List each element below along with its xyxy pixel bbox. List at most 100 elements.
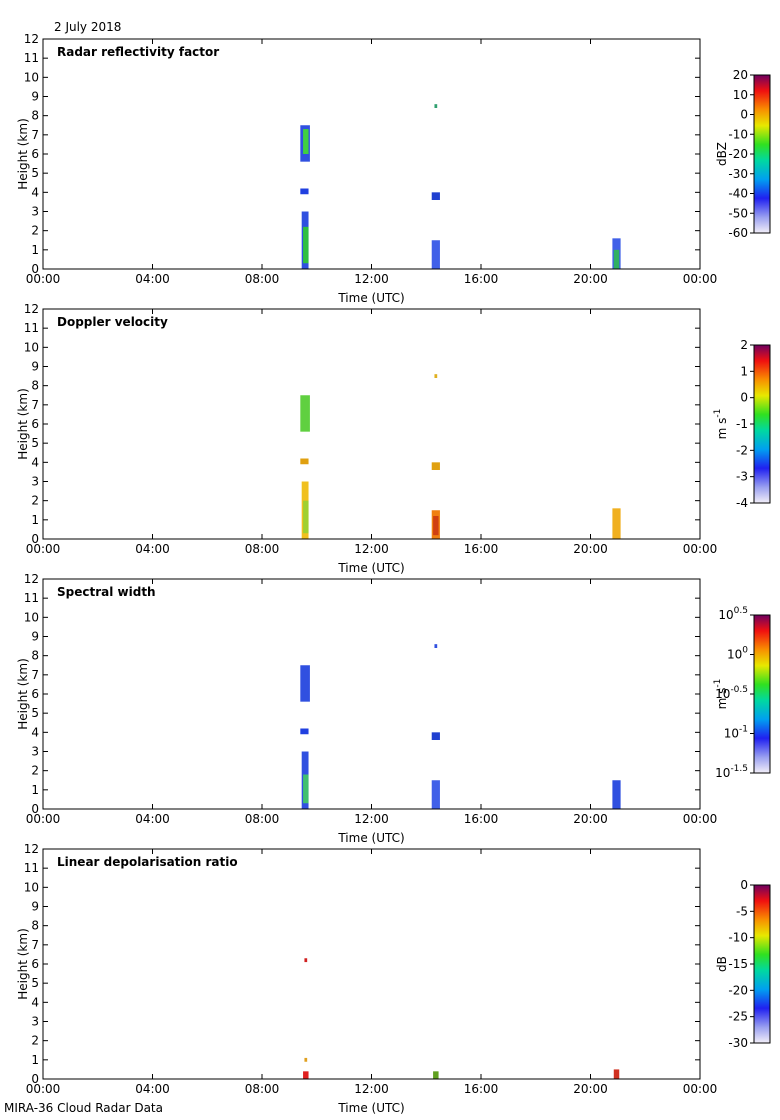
date-label: 2 July 2018 <box>54 20 122 34</box>
y-tick-label: 0 <box>31 532 39 546</box>
echo-9 <box>612 508 621 539</box>
echo-5 <box>613 1069 620 1079</box>
x-tick-label: 04:00 <box>135 812 170 826</box>
colorbar-tick-label: -4 <box>736 496 748 510</box>
colorbar-tick-label: -3 <box>736 470 748 484</box>
y-tick-label: 5 <box>31 706 39 720</box>
x-tick-label: 20:00 <box>573 272 608 286</box>
x-axis-label: Time (UTC) <box>337 831 404 845</box>
echo-8 <box>434 374 438 378</box>
x-tick-label: 12:00 <box>354 812 389 826</box>
y-tick-label: 0 <box>31 1072 39 1086</box>
x-tick-label: 04:00 <box>135 272 170 286</box>
colorbar-tick-label: -25 <box>728 1010 748 1024</box>
y-tick-label: 3 <box>31 205 39 219</box>
y-tick-label: 7 <box>31 398 39 412</box>
colorbar-label: m s-1 <box>713 409 729 440</box>
echo-6 <box>433 516 439 536</box>
echo-7 <box>434 644 438 648</box>
y-tick-label: 10 <box>24 610 39 624</box>
colorbar-tick-label: 10-1.5 <box>715 764 748 780</box>
colorbar-tick-label: 10 <box>733 88 748 102</box>
colorbar-tick-label: -1 <box>736 417 748 431</box>
x-tick-label: 08:00 <box>245 1082 280 1096</box>
colorbar <box>753 614 771 774</box>
echo-7 <box>431 192 440 200</box>
echo-3 <box>304 958 308 963</box>
plot-frame <box>42 848 701 1080</box>
colorbar-tick-label: -40 <box>728 187 748 201</box>
y-tick-label: 7 <box>31 668 39 682</box>
y-tick-label: 1 <box>31 513 39 527</box>
colorbar-tick-label: 0 <box>740 878 748 892</box>
colorbar-label: dB <box>715 956 729 972</box>
plot-frame <box>42 38 701 270</box>
y-tick-label: 0 <box>31 802 39 816</box>
y-tick-label: 7 <box>31 938 39 952</box>
colorbar-tick-label: -20 <box>728 983 748 997</box>
x-tick-label: 00:00 <box>683 542 718 556</box>
echo-3 <box>300 728 309 735</box>
y-tick-label: 4 <box>31 995 39 1009</box>
y-tick-label: 11 <box>24 591 39 605</box>
colorbar-tick-label: 2 <box>740 338 748 352</box>
colorbar-tick-label: -30 <box>728 167 748 181</box>
y-axis-label: Height (km) <box>16 118 30 189</box>
y-tick-label: 4 <box>31 725 39 739</box>
x-tick-label: 00:00 <box>683 812 718 826</box>
echo-8 <box>434 104 438 108</box>
y-tick-label: 10 <box>24 340 39 354</box>
plot-frame <box>42 308 701 540</box>
x-tick-label: 04:00 <box>135 1082 170 1096</box>
y-tick-label: 3 <box>31 475 39 489</box>
colorbar-tick-label: 10-1 <box>724 725 748 741</box>
x-tick-label: 20:00 <box>573 812 608 826</box>
colorbar-tick-label: 20 <box>733 68 748 82</box>
y-axis-label: Height (km) <box>16 928 30 999</box>
y-tick-label: 9 <box>31 360 39 374</box>
colorbar-tick-label: -60 <box>728 226 748 240</box>
colorbar-label: m s-1 <box>713 679 729 710</box>
y-tick-label: 8 <box>31 109 39 123</box>
y-tick-label: 2 <box>31 1034 39 1048</box>
x-tick-label: 12:00 <box>354 272 389 286</box>
y-tick-label: 2 <box>31 764 39 778</box>
echo-3 <box>300 458 309 465</box>
y-tick-label: 11 <box>24 51 39 65</box>
x-tick-label: 08:00 <box>245 812 280 826</box>
x-tick-label: 16:00 <box>464 272 499 286</box>
colorbar-tick-label: -5 <box>736 904 748 918</box>
y-tick-label: 10 <box>24 70 39 84</box>
x-tick-label: 00:00 <box>683 272 718 286</box>
colorbar-tick-label: -30 <box>728 1036 748 1050</box>
y-tick-label: 8 <box>31 649 39 663</box>
y-tick-label: 10 <box>24 880 39 894</box>
footer-label: MIRA-36 Cloud Radar Data <box>4 1101 163 1115</box>
x-tick-label: 16:00 <box>464 812 499 826</box>
colorbar-tick-label: -2 <box>736 443 748 457</box>
x-tick-label: 04:00 <box>135 542 170 556</box>
y-tick-label: 1 <box>31 783 39 797</box>
colorbar <box>753 344 771 504</box>
y-tick-label: 9 <box>31 900 39 914</box>
y-tick-label: 7 <box>31 128 39 142</box>
y-tick-label: 2 <box>31 494 39 508</box>
panel-title: Radar reflectivity factor <box>57 45 219 59</box>
echo-4 <box>433 1071 439 1079</box>
y-tick-label: 4 <box>31 185 39 199</box>
y-tick-label: 1 <box>31 243 39 257</box>
echo-10 <box>613 249 620 269</box>
colorbar-tick-label: -10 <box>728 127 748 141</box>
colorbar-tick-label: -10 <box>728 931 748 945</box>
colorbar-tick-label: -50 <box>728 206 748 220</box>
y-tick-label: 11 <box>24 861 39 875</box>
y-tick-label: 9 <box>31 90 39 104</box>
x-tick-label: 00:00 <box>26 272 61 286</box>
colorbar <box>753 884 771 1044</box>
y-tick-label: 11 <box>24 321 39 335</box>
